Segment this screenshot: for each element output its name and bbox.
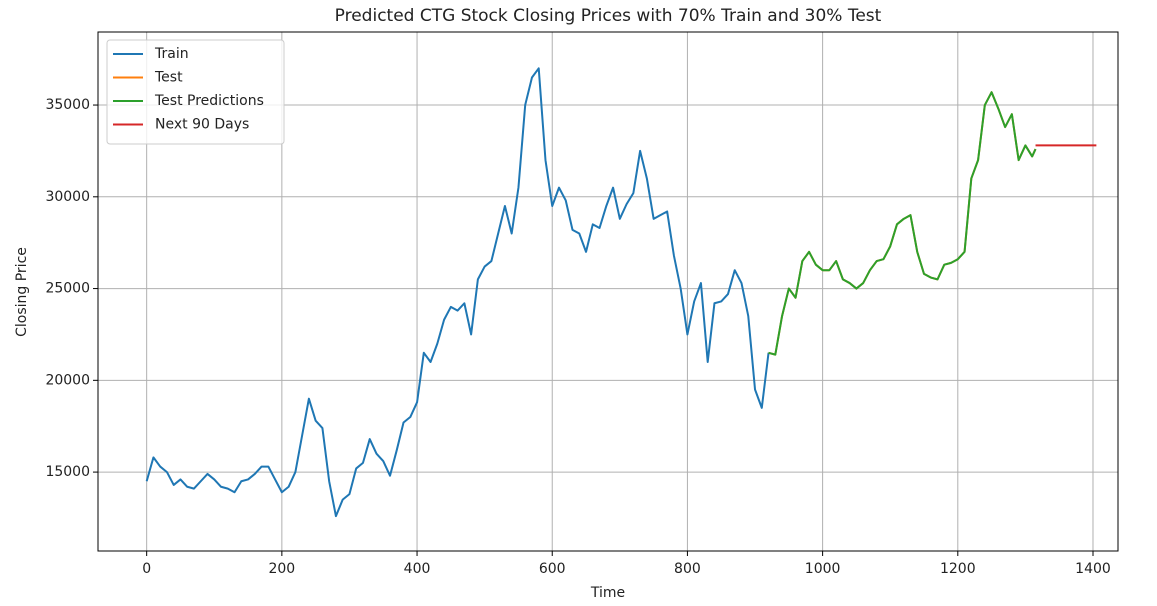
x-tick-label: 200: [268, 561, 295, 577]
x-tick-label: 600: [539, 561, 566, 577]
series-line: [768, 91, 1037, 356]
y-tick-label: 30000: [45, 189, 90, 205]
legend-label: Test Predictions: [154, 93, 264, 109]
y-tick-label: 25000: [45, 281, 90, 297]
x-tick-label: 1200: [940, 561, 976, 577]
plot-frame: [97, 31, 1119, 552]
y-tick-label: 20000: [45, 372, 90, 388]
x-tick-label: 800: [674, 561, 701, 577]
legend-label: Train: [154, 46, 189, 62]
x-tick-label: 1000: [805, 561, 841, 577]
y-tick-label: 35000: [45, 97, 90, 113]
x-tick-label: 0: [142, 561, 151, 577]
legend-box: [106, 39, 285, 145]
legend-label: Next 90 Days: [155, 117, 249, 133]
y-tick-label: 15000: [45, 464, 90, 480]
x-axis-label: Time: [590, 585, 625, 601]
y-axis-label: Closing Price: [14, 247, 30, 337]
legend-label: Test: [154, 70, 183, 86]
chart-title: Predicted CTG Stock Closing Prices with …: [335, 6, 882, 26]
x-tick-label: 400: [404, 561, 431, 577]
x-tick-label: 1400: [1075, 561, 1111, 577]
series-line: [768, 91, 1037, 356]
series-line: [145, 67, 770, 518]
